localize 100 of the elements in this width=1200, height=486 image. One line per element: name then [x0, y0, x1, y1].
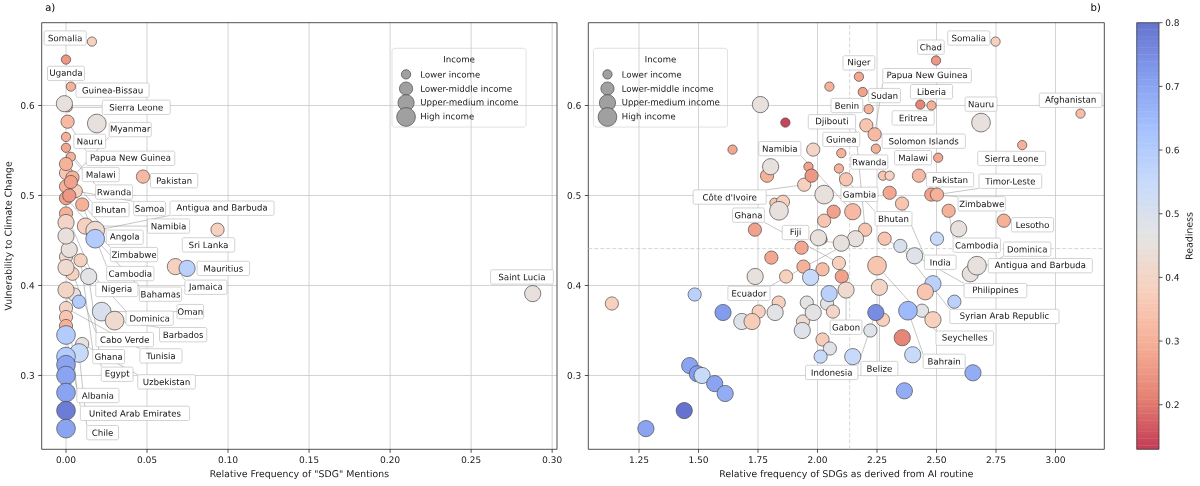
y-tick-label: 0.4 [20, 282, 35, 289]
annotation: Nauru [968, 100, 994, 108]
annotation: Rwanda [97, 188, 131, 196]
annotation: Côte d'Ivoire [702, 193, 757, 201]
y-tick-label: 0.6 [567, 102, 581, 109]
annotation: Afghanistan [1045, 96, 1096, 105]
x-tick-label: 0.00 [56, 456, 76, 464]
annotation: Namibia [151, 222, 186, 230]
color-bar-title: Readiness [1185, 212, 1193, 259]
annotation: Barbados [163, 331, 204, 339]
annotation: Mauritius [204, 265, 243, 272]
x-tick-label: 2.50 [927, 456, 946, 464]
annotation: Philippines [973, 286, 1019, 295]
annotation: Uganda [50, 69, 82, 78]
x-tick-label: 0.05 [137, 456, 157, 464]
annotation: India [930, 258, 951, 266]
annotation: Sri Lanka [189, 241, 228, 249]
annotation: Timor-Leste [985, 177, 1035, 185]
chart-title: b) [1091, 3, 1100, 13]
y-tick-label: 0.5 [20, 192, 34, 199]
annotation: Ghana [95, 353, 122, 360]
y-tick-label: 0.3 [567, 372, 581, 379]
color-bar-label: 0.8 [1165, 19, 1179, 27]
annotation: Guinea-Bissau [82, 86, 143, 94]
annotation: Djibouti [816, 117, 848, 126]
annotation: Solomon Islands [889, 137, 959, 145]
annotation: Belize [867, 365, 892, 372]
x-tick-label: 1.75 [748, 456, 768, 464]
annotation: Egypt [105, 370, 130, 379]
annotation: Ghana [734, 211, 762, 219]
legend-title: Income [645, 56, 676, 63]
legend-label: Upper-medium income [421, 98, 518, 107]
annotation: Dominica [1007, 245, 1047, 253]
annotation: Bhutan [95, 206, 126, 213]
x-tick-label: 2.75 [986, 456, 1006, 464]
annotation: Antigua and Barbuda [994, 261, 1086, 270]
y-tick-label: 0.5 [567, 192, 581, 199]
annotation: Gambia [843, 190, 876, 198]
annotation: Bhutan [878, 215, 909, 223]
color-bar-label: 0.7 [1165, 82, 1179, 90]
annotation: United Arab Emirates [89, 410, 181, 417]
x-tick-label: 0.30 [542, 456, 562, 464]
x-tick-label: 0.20 [380, 456, 400, 464]
annotation: Guinea [826, 136, 856, 143]
annotation: Namibia [762, 145, 797, 152]
chart-title: a) [45, 3, 55, 13]
annotation: Pakistan [156, 177, 192, 184]
annotation: Lesotho [1016, 221, 1049, 229]
x-tick-label: 1.50 [689, 456, 708, 464]
annotation: Sierra Leone [985, 155, 1039, 162]
annotation: Bahrain [928, 358, 961, 365]
annotation: Zimbabwe [959, 200, 1004, 208]
annotation: Indonesia [811, 369, 852, 376]
x-tick-label: 3.00 [1046, 456, 1065, 464]
x-tick-label: 1.25 [629, 456, 649, 464]
annotation: Bahamas [141, 290, 181, 298]
legend-label: Lower income [622, 71, 682, 78]
legend-label: Upper-medium income [622, 98, 720, 107]
y-tick-label: 0.4 [567, 282, 581, 289]
annotation: Cabo Verde [100, 336, 149, 343]
annotation: Albania [81, 392, 114, 399]
annotation: Chad [920, 43, 942, 51]
y-tick-label: 0.6 [20, 102, 35, 109]
x-tick-label: 2.00 [808, 456, 827, 464]
annotation: Jamaica [188, 283, 223, 292]
annotation: Rwanda [852, 158, 886, 166]
annotation: Saint Lucia [498, 273, 545, 281]
annotation: Sierra Leone [109, 103, 163, 111]
legend-label: Lower income [421, 71, 480, 78]
annotation: Niger [848, 58, 871, 68]
annotation: Dominica [130, 314, 170, 322]
annotation: Samoa [135, 205, 164, 212]
annotation: Nauru [77, 138, 103, 145]
color-bar-label: 0.5 [1165, 210, 1179, 218]
annotation: Eritrea [899, 114, 927, 122]
annotation: Cambodia [109, 270, 152, 277]
annotation: Somalia [952, 34, 986, 42]
x-axis-title: Relative frequency of SDGs as derived from AI routine [720, 469, 973, 480]
annotation: Chile [92, 429, 113, 436]
annotation: Zimbabwe [111, 251, 157, 258]
annotation: Myanmar [110, 125, 151, 134]
annotation: Fiji [790, 228, 801, 237]
color-bar-label: 0.3 [1165, 337, 1179, 345]
annotation: Uzbekistan [143, 378, 190, 386]
annotation: Syrian Arab Republic [960, 312, 1049, 321]
color-bar-label: 0.4 [1165, 273, 1180, 281]
annotation: Nigeria [102, 285, 132, 294]
annotation: Seychelles [942, 333, 988, 343]
legend-label: Lower-middle income [622, 85, 714, 92]
annotation: Somalia [48, 34, 82, 42]
x-tick-label: 0.25 [461, 456, 481, 464]
x-tick-label: 0.15 [299, 456, 319, 464]
y-tick-label: 0.3 [20, 372, 34, 379]
annotation: Tunisia [146, 352, 175, 360]
annotation: Malawi [86, 171, 115, 178]
legend-title: Income [444, 56, 475, 63]
annotation: Liberia [917, 88, 946, 96]
annotation: Benin [835, 102, 859, 109]
annotation: Oman [177, 308, 203, 315]
annotation: Angola [109, 233, 139, 242]
